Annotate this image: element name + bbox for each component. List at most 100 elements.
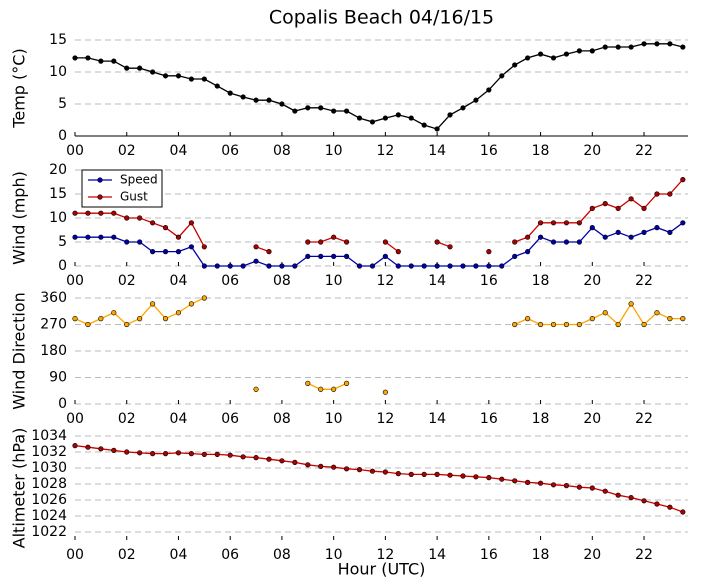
data-point	[201, 451, 207, 458]
data-point	[266, 263, 272, 269]
data-point	[382, 389, 388, 395]
data-point	[266, 456, 272, 462]
data-point	[447, 244, 453, 250]
x-tick-label: 12	[376, 411, 394, 427]
x-tick-label: 02	[118, 547, 136, 563]
y-axis-label: Wind Direction	[10, 292, 29, 410]
y-tick-label: 20	[49, 162, 67, 178]
data-point	[124, 239, 130, 245]
x-axis-label: Hour (UTC)	[338, 560, 426, 579]
x-tick-label: 18	[532, 143, 550, 159]
data-point	[305, 105, 311, 111]
data-point	[369, 119, 376, 125]
data-point	[408, 115, 414, 121]
data-point	[628, 234, 634, 240]
data-point	[628, 301, 634, 307]
data-point	[98, 316, 104, 322]
data-point	[253, 455, 259, 461]
data-point	[331, 464, 337, 470]
x-tick-label: 04	[170, 411, 188, 427]
x-tick-label: 02	[118, 411, 136, 427]
legend-label: Speed	[120, 173, 158, 187]
y-tick-label: 0	[58, 396, 67, 412]
data-point	[563, 51, 570, 57]
y-tick-label: 1022	[31, 524, 67, 540]
data-point	[98, 210, 104, 216]
x-tick-label: 18	[532, 547, 550, 563]
data-point	[576, 220, 582, 226]
data-point	[369, 263, 376, 269]
data-point	[111, 447, 117, 454]
data-point	[149, 451, 156, 457]
data-point	[137, 239, 143, 245]
data-point	[240, 263, 246, 269]
data-point	[447, 263, 453, 269]
x-tick-label: 10	[325, 143, 343, 159]
legend-box	[81, 169, 163, 208]
data-point	[654, 191, 660, 197]
data-point	[227, 263, 233, 269]
x-tick-label: 20	[583, 273, 601, 289]
data-point	[240, 454, 246, 460]
chart-title: Copalis Beach 04/16/15	[269, 7, 494, 29]
data-point	[72, 210, 78, 216]
data-point	[576, 484, 582, 490]
data-point	[356, 467, 363, 473]
series-line	[74, 297, 683, 390]
data-point	[175, 450, 182, 456]
data-point	[473, 263, 479, 269]
data-point	[266, 249, 272, 255]
data-point	[162, 73, 169, 79]
data-point	[85, 444, 91, 450]
data-point	[214, 83, 220, 89]
data-point	[292, 108, 298, 114]
data-point	[188, 451, 194, 457]
x-tick-label: 12	[376, 547, 394, 563]
data-point	[447, 112, 453, 118]
data-point	[356, 263, 363, 269]
data-point	[318, 253, 324, 259]
data-point	[589, 205, 595, 211]
data-point	[395, 112, 401, 118]
x-tick-label: 12	[376, 273, 394, 289]
x-tick-label: 20	[583, 143, 601, 159]
data-point	[72, 443, 78, 449]
data-point	[576, 239, 582, 245]
data-point	[305, 380, 311, 386]
data-point	[537, 321, 544, 328]
data-point	[434, 239, 440, 245]
x-tick-label: 20	[583, 547, 601, 563]
y-tick-label: 1032	[31, 444, 67, 460]
x-tick-label: 00	[66, 411, 84, 427]
data-point	[201, 244, 207, 250]
data-point	[149, 69, 156, 75]
data-point	[72, 316, 78, 322]
y-axis-label: Wind (mph)	[10, 171, 29, 265]
data-point	[434, 471, 440, 478]
data-point	[512, 62, 518, 68]
data-point	[602, 44, 608, 50]
data-point	[421, 263, 427, 269]
x-tick-label: 06	[221, 143, 239, 159]
data-point	[525, 249, 531, 255]
x-tick-label: 22	[635, 411, 653, 427]
data-point	[175, 73, 182, 79]
data-point	[124, 215, 130, 221]
x-tick-label: 16	[480, 411, 498, 427]
y-tick-label: 1030	[31, 460, 67, 476]
data-point	[227, 452, 233, 458]
data-point	[98, 58, 104, 64]
x-tick-label: 22	[635, 143, 653, 159]
data-point	[162, 249, 169, 255]
data-point	[331, 234, 337, 240]
data-point	[279, 263, 285, 269]
data-point	[201, 76, 207, 82]
data-point	[525, 55, 531, 61]
data-point	[602, 234, 608, 240]
y-tick-label: 5	[58, 96, 67, 112]
data-point	[434, 126, 440, 132]
data-point	[615, 321, 621, 328]
data-point	[188, 301, 194, 307]
data-point	[395, 471, 401, 477]
x-tick-label: 04	[170, 143, 188, 159]
